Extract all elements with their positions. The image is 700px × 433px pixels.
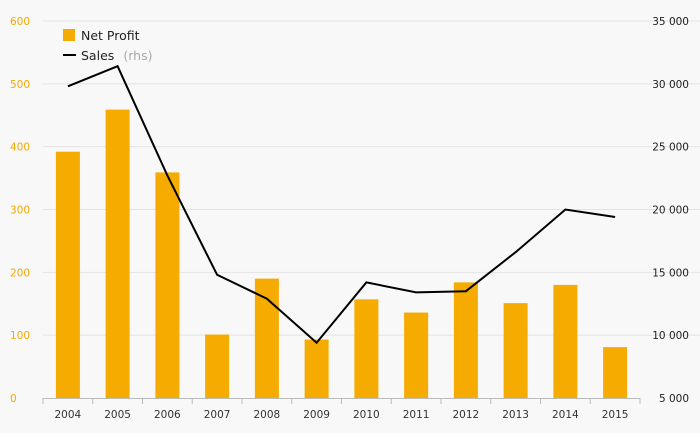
right-tick-label: 10 000 xyxy=(652,330,689,342)
x-tick-label-2010: 2010 xyxy=(353,409,380,421)
right-tick-label: 5 000 xyxy=(659,393,689,405)
bar-net-profit-2004 xyxy=(55,151,80,398)
bar-net-profit-2009 xyxy=(304,339,329,398)
right-tick-label: 30 000 xyxy=(652,79,689,91)
x-tick-label-2007: 2007 xyxy=(204,409,231,421)
right-tick-label: 35 000 xyxy=(652,16,689,28)
legend-label-net-profit: Net Profit xyxy=(81,28,140,43)
left-y-axis: 0 100 200 300 400 500 600 xyxy=(10,16,30,405)
x-tick-label-2006: 2006 xyxy=(154,409,181,421)
x-tick-label-2008: 2008 xyxy=(254,409,281,421)
bar-net-profit-2008 xyxy=(254,278,279,398)
right-tick-label: 20 000 xyxy=(652,205,689,217)
x-axis: 2004 2005 2006 2007 2008 2009 2010 2011 2012 2013… xyxy=(42,398,641,421)
right-tick-label: 25 000 xyxy=(652,142,689,154)
net-profit-bars xyxy=(55,109,628,398)
sales-line xyxy=(67,64,616,345)
x-tick-label-2015: 2015 xyxy=(602,409,629,421)
bar-net-profit-2006 xyxy=(155,172,180,398)
left-tick-label: 600 xyxy=(10,16,30,28)
bar-net-profit-2014 xyxy=(553,284,578,398)
x-tick-label-2004: 2004 xyxy=(55,409,82,421)
legend-label-sales-name: Sales xyxy=(81,48,114,63)
x-tick-label-2005: 2005 xyxy=(104,409,131,421)
left-tick-label: 400 xyxy=(10,142,30,154)
bar-net-profit-2010 xyxy=(354,299,379,398)
legend-label-sales: Sales (rhs) xyxy=(81,45,152,64)
gridlines xyxy=(43,20,700,336)
right-y-axis: 5 000 10 000 15 000 20 000 25 000 30 000 35 00… xyxy=(652,16,689,405)
legend: Net Profit Sales (rhs) xyxy=(63,28,152,64)
bar-net-profit-2012 xyxy=(453,282,478,398)
x-tick-label-2014: 2014 xyxy=(552,409,579,421)
bar-net-profit-2011 xyxy=(404,312,429,398)
left-tick-label: 0 xyxy=(10,393,17,405)
x-tick-label-2013: 2013 xyxy=(502,409,529,421)
bar-net-profit-2013 xyxy=(503,303,528,398)
bar-net-profit-2015 xyxy=(603,347,628,398)
bar-net-profit-2007 xyxy=(205,334,230,398)
bar-net-profit-2005 xyxy=(105,109,130,398)
left-tick-label: 300 xyxy=(10,205,30,217)
x-tick-label-2012: 2012 xyxy=(453,409,480,421)
right-tick-label: 15 000 xyxy=(652,267,689,279)
legend-label-sales-suffix: (rhs) xyxy=(123,48,152,63)
x-tick-label-2011: 2011 xyxy=(403,409,430,421)
left-tick-label: 500 xyxy=(10,79,30,91)
legend-swatch-net-profit xyxy=(63,29,75,41)
x-tick-label-2009: 2009 xyxy=(303,409,330,421)
left-tick-label: 100 xyxy=(10,330,30,342)
left-tick-label: 200 xyxy=(10,267,30,279)
sales-line-layer xyxy=(67,64,616,345)
